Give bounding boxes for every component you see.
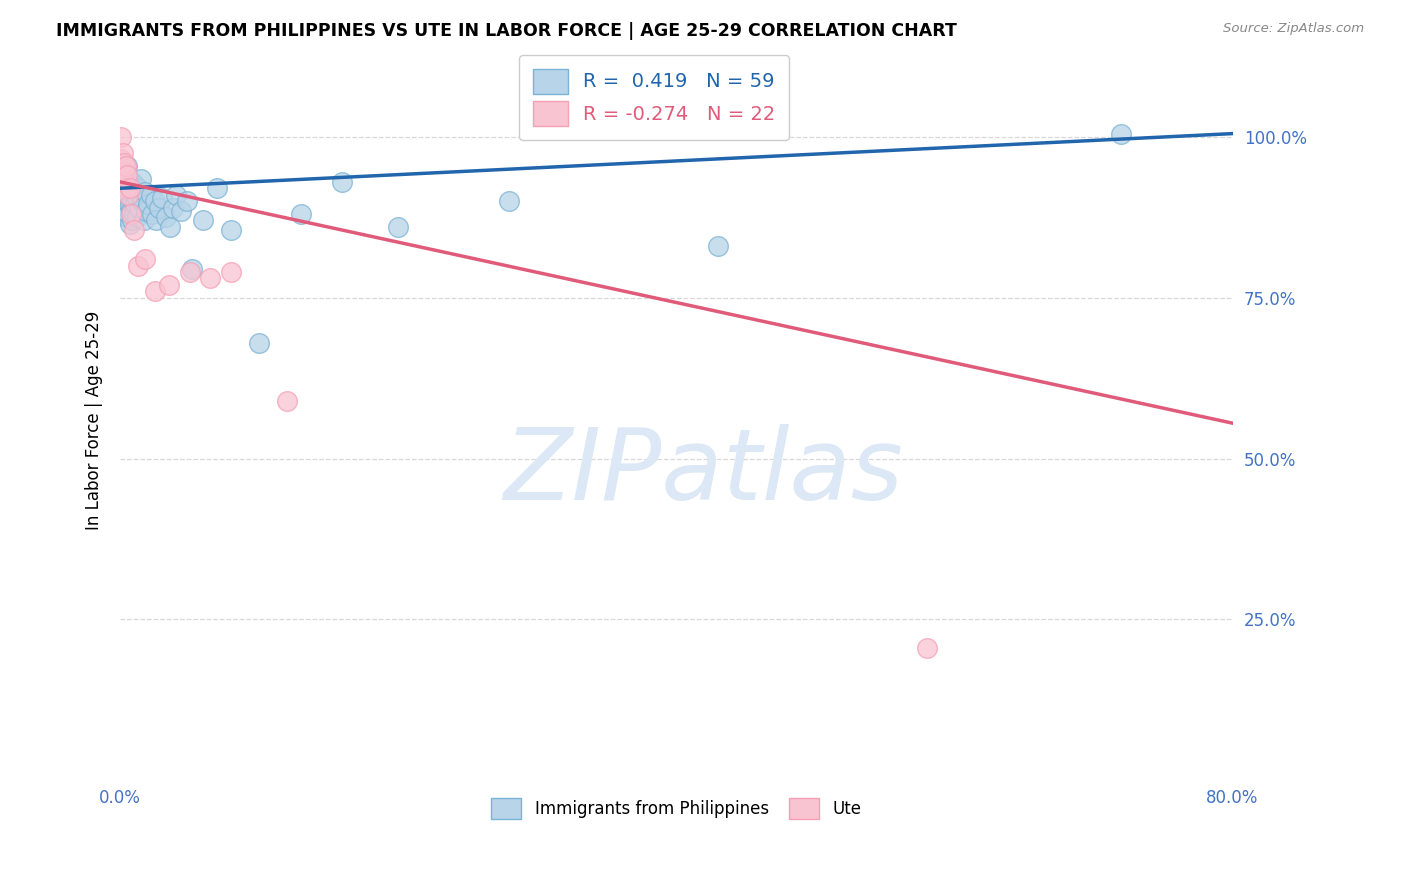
Point xyxy=(1109,127,1132,141)
Point xyxy=(117,207,139,221)
Point xyxy=(118,181,141,195)
Point xyxy=(125,191,148,205)
Y-axis label: In Labor Force | Age 25-29: In Labor Force | Age 25-29 xyxy=(86,310,103,530)
Point xyxy=(111,165,134,179)
Point xyxy=(162,201,184,215)
Point xyxy=(111,145,134,160)
Point xyxy=(120,203,142,218)
Point xyxy=(148,201,170,215)
Point xyxy=(193,213,215,227)
Point xyxy=(159,219,181,234)
Point xyxy=(127,181,149,195)
Point xyxy=(114,211,136,225)
Point xyxy=(132,213,155,227)
Point xyxy=(219,265,242,279)
Point xyxy=(112,155,135,169)
Point xyxy=(117,187,139,202)
Point xyxy=(143,194,166,209)
Text: ZIPatlas: ZIPatlas xyxy=(503,425,903,521)
Text: Source: ZipAtlas.com: Source: ZipAtlas.com xyxy=(1223,22,1364,36)
Point xyxy=(219,223,242,237)
Point xyxy=(124,197,146,211)
Point xyxy=(200,271,222,285)
Point xyxy=(115,185,138,199)
Point xyxy=(112,175,135,189)
Point xyxy=(118,181,141,195)
Point xyxy=(170,203,193,218)
Point xyxy=(387,219,409,234)
Point xyxy=(141,207,163,221)
Point xyxy=(129,171,152,186)
Point xyxy=(114,159,136,173)
Point xyxy=(176,194,198,209)
Text: IMMIGRANTS FROM PHILIPPINES VS UTE IN LABOR FORCE | AGE 25-29 CORRELATION CHART: IMMIGRANTS FROM PHILIPPINES VS UTE IN LA… xyxy=(56,22,957,40)
Point xyxy=(114,194,136,209)
Point xyxy=(110,187,132,202)
Point xyxy=(276,393,298,408)
Point xyxy=(131,194,153,209)
Point xyxy=(207,181,229,195)
Point xyxy=(150,191,173,205)
Point xyxy=(118,217,141,231)
Point xyxy=(121,194,143,209)
Point xyxy=(121,175,143,189)
Point xyxy=(143,285,166,299)
Point xyxy=(117,171,139,186)
Point xyxy=(915,641,938,656)
Point xyxy=(125,211,148,225)
Point xyxy=(118,197,141,211)
Point xyxy=(120,207,142,221)
Point xyxy=(111,165,134,179)
Point xyxy=(110,153,132,167)
Point xyxy=(290,207,312,221)
Point xyxy=(179,265,201,279)
Point xyxy=(134,252,156,266)
Legend: Immigrants from Philippines, Ute: Immigrants from Philippines, Ute xyxy=(485,791,868,826)
Point xyxy=(127,259,149,273)
Point xyxy=(135,203,157,218)
Point xyxy=(128,201,150,215)
Point xyxy=(181,261,204,276)
Point xyxy=(110,175,132,189)
Point xyxy=(114,181,136,195)
Point xyxy=(112,178,135,192)
Point xyxy=(121,213,143,227)
Point xyxy=(115,159,138,173)
Point xyxy=(707,239,730,253)
Point xyxy=(155,211,177,225)
Point xyxy=(247,335,270,350)
Point xyxy=(145,213,167,227)
Point xyxy=(134,185,156,199)
Point xyxy=(136,197,159,211)
Point xyxy=(115,169,138,183)
Point xyxy=(110,129,132,144)
Point xyxy=(165,187,187,202)
Point xyxy=(111,197,134,211)
Point xyxy=(112,155,135,169)
Point xyxy=(498,194,520,209)
Point xyxy=(124,178,146,192)
Point xyxy=(157,277,180,292)
Point xyxy=(332,175,354,189)
Point xyxy=(122,223,145,237)
Point xyxy=(122,187,145,202)
Point xyxy=(114,169,136,183)
Point xyxy=(122,207,145,221)
Point xyxy=(115,201,138,215)
Point xyxy=(120,185,142,199)
Point xyxy=(139,187,162,202)
